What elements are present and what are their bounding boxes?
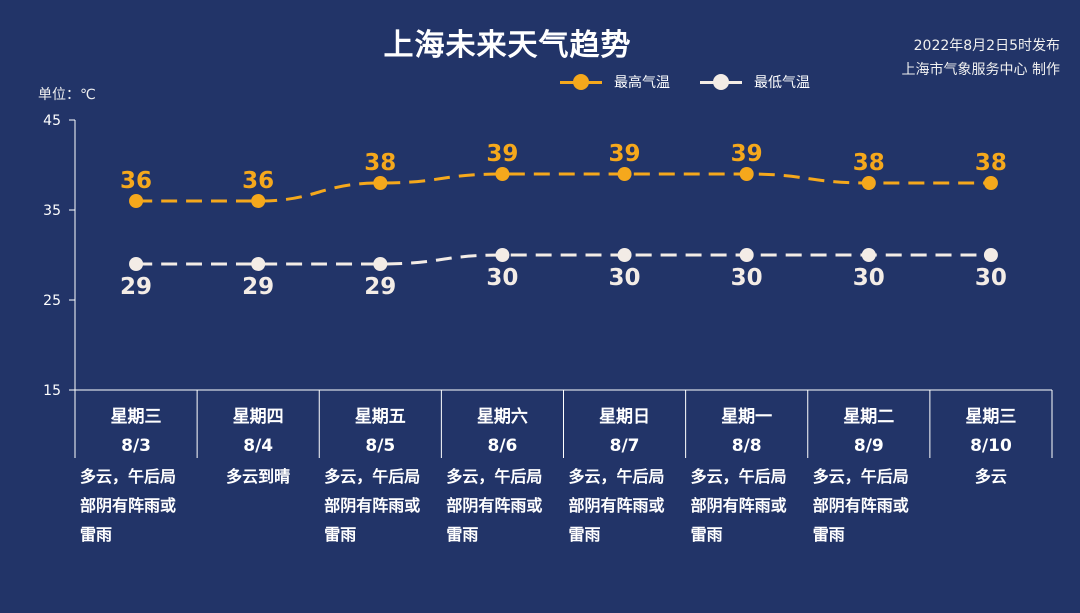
max-temp-point bbox=[739, 167, 754, 181]
legend-label-max: 最高气温 bbox=[614, 75, 670, 91]
date-tick-label: 8/7 bbox=[610, 436, 640, 456]
max-temp-point bbox=[373, 176, 388, 190]
y-axis-unit-label: 单位：℃ bbox=[38, 87, 96, 103]
issue-time: 2022年8月2日5时发布 bbox=[913, 38, 1060, 54]
max-temp-point bbox=[617, 167, 632, 181]
weekday-label: 星期一 bbox=[721, 407, 772, 427]
min-temp-point bbox=[251, 257, 266, 271]
min-temp-point bbox=[129, 257, 144, 271]
min-temp-data-label: 30 bbox=[975, 265, 1007, 291]
max-temp-point bbox=[129, 194, 144, 208]
max-temp-data-label: 36 bbox=[120, 168, 152, 194]
max-temp-point bbox=[495, 167, 510, 181]
max-temp-data-label: 38 bbox=[364, 150, 396, 176]
min-temp-data-label: 30 bbox=[486, 265, 518, 291]
min-temp-point bbox=[861, 248, 876, 262]
max-temp-data-label: 39 bbox=[486, 141, 518, 167]
max-temp-line bbox=[136, 172, 991, 203]
weather-condition-text: 多云，午后局部阴有阵雨或雷雨 bbox=[812, 467, 909, 544]
y-tick-label: 15 bbox=[43, 383, 61, 399]
min-temp-point bbox=[617, 248, 632, 262]
y-tick-label: 25 bbox=[43, 293, 61, 309]
min-temp-data-label: 29 bbox=[242, 274, 274, 300]
legend-swatch-min bbox=[700, 74, 742, 90]
weekday-label: 星期二 bbox=[843, 407, 894, 427]
y-tick-label: 45 bbox=[43, 113, 61, 129]
min-temp-data-label: 29 bbox=[364, 274, 396, 300]
weekday-label: 星期四 bbox=[233, 407, 284, 427]
publisher: 上海市气象服务中心 制作 bbox=[901, 62, 1060, 78]
min-temp-data-label: 30 bbox=[609, 265, 641, 291]
weather-condition-text: 多云，午后局部阴有阵雨或雷雨 bbox=[446, 467, 543, 544]
min-temp-data-label: 30 bbox=[853, 265, 885, 291]
min-temp-point bbox=[739, 248, 754, 262]
weather-condition-text: 多云 bbox=[974, 467, 1007, 486]
weekday-label: 星期五 bbox=[355, 407, 406, 427]
max-temp-data-label: 38 bbox=[853, 150, 885, 176]
min-temp-data-label: 29 bbox=[120, 274, 152, 300]
max-temp-data-label: 36 bbox=[242, 168, 274, 194]
issue-info: 2022年8月2日5时发布 上海市气象服务中心 制作 bbox=[902, 34, 1060, 82]
date-tick-label: 8/10 bbox=[970, 436, 1012, 456]
weather-condition-text: 多云到晴 bbox=[226, 467, 291, 486]
weekday-label: 星期三 bbox=[965, 407, 1016, 427]
min-temp-data-label: 30 bbox=[731, 265, 763, 291]
weather-condition-text: 多云，午后局部阴有阵雨或雷雨 bbox=[568, 467, 665, 544]
legend: 最高气温 最低气温 bbox=[560, 72, 810, 92]
max-temp-point bbox=[861, 176, 876, 190]
date-tick-label: 8/3 bbox=[121, 436, 151, 456]
weather-condition-text: 多云，午后局部阴有阵雨或雷雨 bbox=[80, 467, 177, 544]
min-temp-point bbox=[983, 248, 998, 262]
chart-title: 上海未来天气趋势 bbox=[383, 28, 632, 63]
legend-label-min: 最低气温 bbox=[754, 75, 810, 91]
date-tick-label: 8/4 bbox=[243, 436, 273, 456]
max-temp-data-label: 39 bbox=[609, 141, 641, 167]
date-tick-label: 8/8 bbox=[732, 436, 762, 456]
legend-item-min: 最低气温 bbox=[700, 72, 810, 92]
weekday-label: 星期六 bbox=[477, 406, 528, 427]
weekday-label: 星期日 bbox=[599, 407, 650, 427]
min-temp-line bbox=[136, 253, 991, 266]
max-temp-point bbox=[983, 176, 998, 190]
date-tick-label: 8/6 bbox=[488, 436, 518, 456]
date-tick-label: 8/5 bbox=[365, 436, 395, 456]
weather-condition-text: 多云，午后局部阴有阵雨或雷雨 bbox=[690, 467, 787, 544]
max-temp-data-label: 38 bbox=[975, 150, 1007, 176]
y-tick-label: 35 bbox=[43, 203, 61, 219]
weather-condition-text: 多云，午后局部阴有阵雨或雷雨 bbox=[324, 467, 421, 544]
legend-item-max: 最高气温 bbox=[560, 72, 670, 92]
max-temp-data-label: 39 bbox=[731, 141, 763, 167]
min-temp-point bbox=[373, 257, 388, 271]
max-temp-point bbox=[251, 194, 266, 208]
date-tick-label: 8/9 bbox=[854, 436, 884, 456]
legend-swatch-max bbox=[560, 74, 602, 90]
min-temp-point bbox=[495, 248, 510, 262]
weekday-label: 星期三 bbox=[111, 407, 162, 427]
